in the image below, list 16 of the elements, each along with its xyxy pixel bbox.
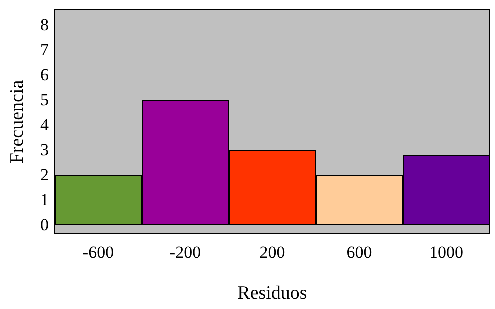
x-tick-label: -200 [170,243,202,262]
x-tick-label: -600 [82,243,114,262]
y-tick-label: 6 [40,66,49,85]
y-tick-label: 1 [40,190,49,210]
y-tick-label: 8 [40,16,49,35]
y-axis-title: Frecuencia [7,80,28,164]
x-tick-label: 1000 [430,243,464,262]
y-tick-label: 2 [40,166,49,185]
y-tick-label: 4 [40,116,50,135]
y-tick-label: 0 [40,216,49,235]
x-axis-title: Residuos [238,283,308,304]
x-tick-label: 600 [346,243,372,262]
x-tick-label: 200 [260,243,286,262]
y-tick-label: 3 [40,140,49,160]
y-tick-label: 5 [40,90,49,110]
y-tick-label: 7 [40,40,50,60]
